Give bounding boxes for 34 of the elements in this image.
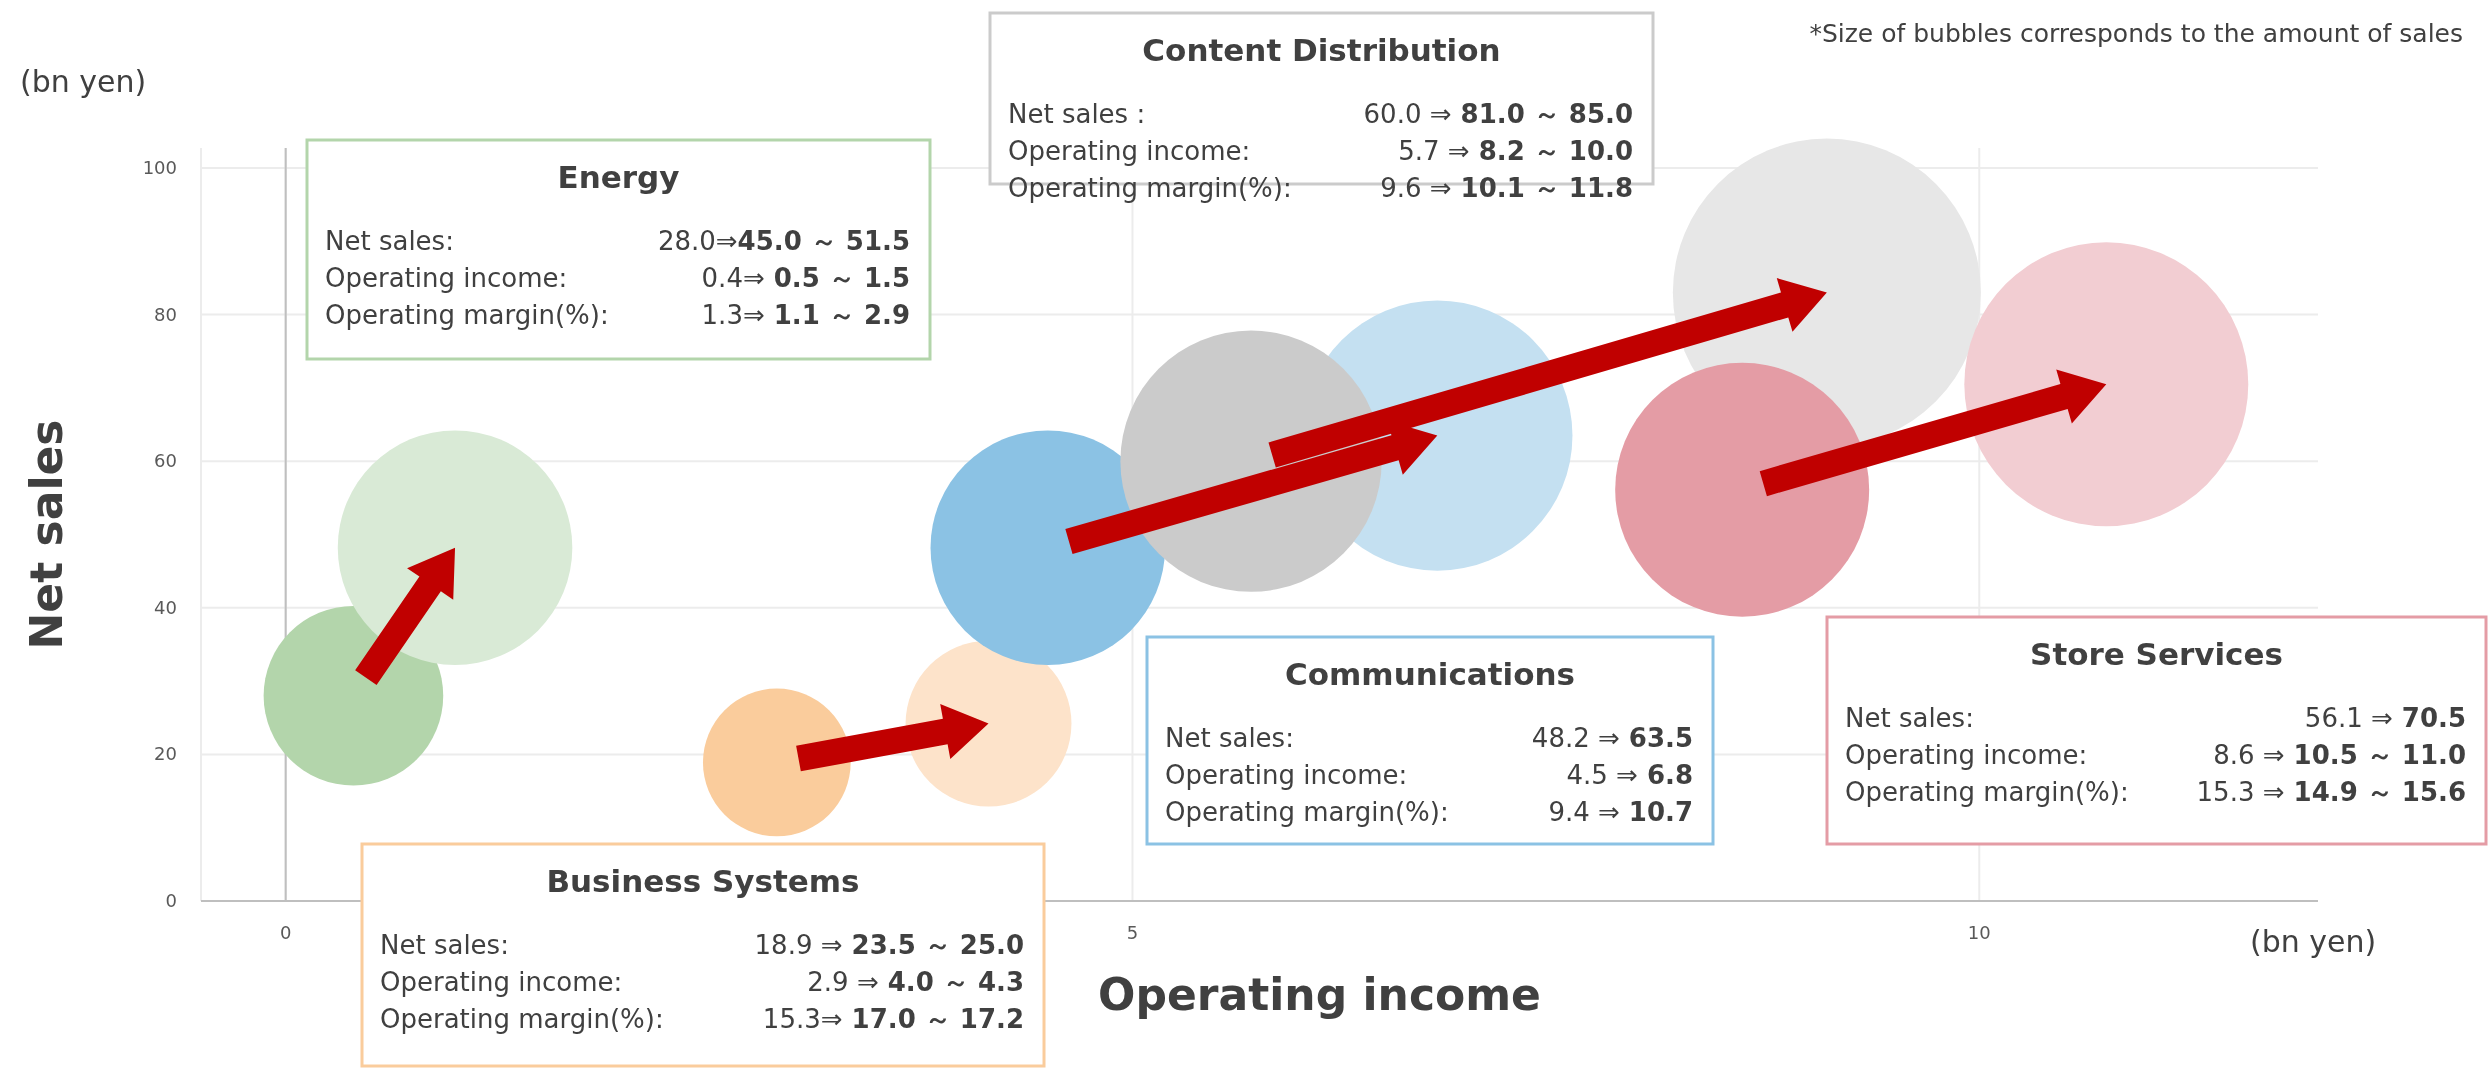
y-axis-title: Net sales — [21, 419, 72, 650]
y-tick-label: 100 — [142, 157, 177, 178]
x-tick-label: 10 — [1967, 922, 1991, 943]
y-tick-label: 80 — [154, 303, 177, 325]
y-tick-label: 0 — [165, 890, 177, 911]
text: Operating income: 4.5 ⇒ 6.8 — [1165, 760, 1693, 790]
text: Operating margin(%): 1.3⇒ 1.1 ～ 2.9 — [325, 300, 910, 330]
text: Net sales: 18.9 ⇒ 23.5 ～ 25.0 — [380, 930, 1024, 960]
text: Operating margin(%): 9.6 ⇒ 10.1 ～ 11.8 — [1008, 173, 1633, 203]
text: *Size of bubbles corresponds to the amount of sales — [1809, 19, 2463, 48]
text: (bn yen) — [2250, 924, 2377, 959]
x-tick-label: 5 — [1126, 922, 1139, 943]
text: (bn yen) — [20, 64, 147, 99]
text: Net sales: 48.2 ⇒ 63.5 — [1165, 723, 1693, 753]
annotation: Communications — [1285, 656, 1575, 692]
text: Operating income: 5.7 ⇒ 8.2 ～ 10.0 — [1008, 136, 1633, 166]
annotation: Store Services — [2030, 636, 2283, 672]
annotation: Business Systems — [546, 863, 860, 899]
text: Operating income: 2.9 ⇒ 4.0 ～ 4.3 — [380, 967, 1024, 997]
y-tick-label: 60 — [154, 450, 177, 472]
text: Operating margin(%): 9.4 ⇒ 10.7 — [1165, 797, 1693, 827]
text: Net sales: 28.0⇒45.0 ～ 51.5 — [325, 226, 910, 256]
x-tick-label: 0 — [279, 922, 292, 943]
text: Operating margin(%): 15.3⇒ 17.0 ～ 17.2 — [380, 1004, 1024, 1034]
text: Operating income: 8.6 ⇒ 10.5 ～ 11.0 — [1845, 740, 2466, 770]
text: Operating margin(%): 15.3 ⇒ 14.9 ～ 15.6 — [1845, 777, 2466, 807]
text: Net sales: 56.1 ⇒ 70.5 — [1845, 703, 2466, 733]
y-tick-label: 20 — [154, 743, 177, 765]
text: Net sales : 60.0 ⇒ 81.0 ～ 85.0 — [1008, 99, 1633, 129]
y-tick-label: 40 — [154, 596, 177, 618]
annotation: Energy — [557, 159, 680, 195]
x-axis-title: Operating income — [1098, 969, 1541, 1020]
text: Content Distribution — [1142, 32, 1501, 68]
text: Operating income: 0.4⇒ 0.5 ～ 1.5 — [325, 263, 910, 293]
